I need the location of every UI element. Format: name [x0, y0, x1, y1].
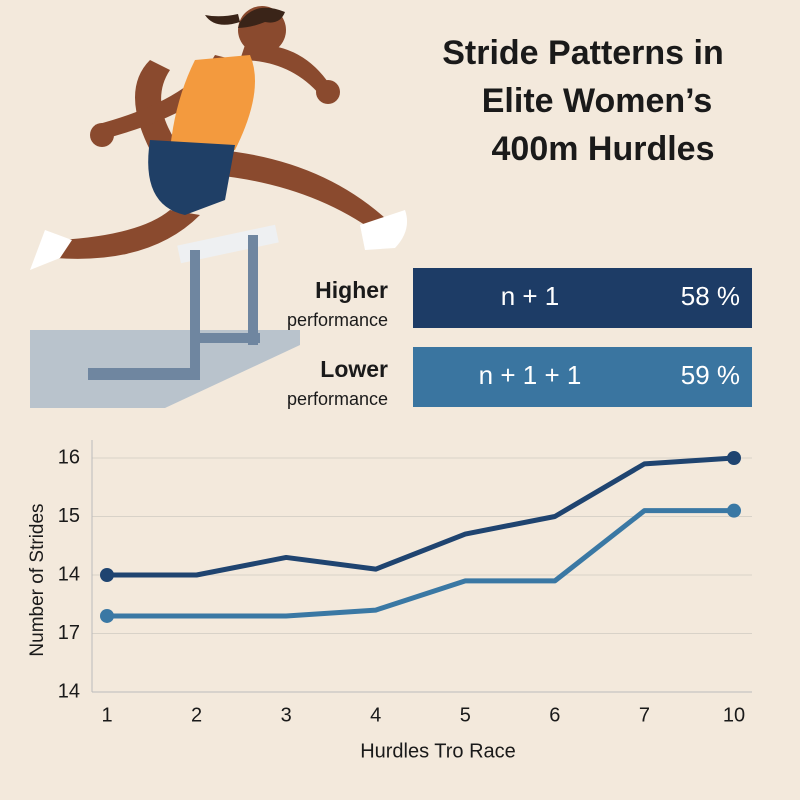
comparison-label: Higher: [315, 277, 388, 303]
comparison-sublabel: performance: [287, 310, 388, 330]
y-tick-label: 14: [58, 680, 80, 702]
y-tick-label: 14: [58, 563, 80, 585]
comparison-bar: [413, 347, 752, 407]
x-tick-label: 5: [460, 704, 471, 726]
x-tick-label: 2: [191, 704, 202, 726]
comparison-share: 58 %: [681, 281, 740, 311]
comparison-pattern: n + 1: [501, 281, 560, 311]
y-tick-label: 16: [58, 446, 80, 468]
end-marker: [100, 568, 114, 582]
y-axis-title: Number of Strides: [27, 503, 48, 656]
y-tick-label: 17: [58, 622, 80, 644]
end-marker: [727, 503, 741, 518]
comparison-share: 59 %: [681, 360, 740, 390]
comparison-sublabel: performance: [287, 389, 388, 409]
x-tick-label: 7: [639, 704, 650, 726]
comparison-label: Lower: [320, 356, 388, 382]
chart: 16 15 14 17 14 1 2 3 4 5 6 7 10 Number of Strides Hurd…: [27, 440, 752, 762]
series-line: [107, 508, 734, 619]
series-line: [107, 455, 735, 578]
end-marker: [100, 608, 114, 623]
x-tick-label: 6: [549, 704, 560, 726]
title-line: Elite Women’s: [482, 82, 713, 120]
x-tick-label: 3: [281, 704, 292, 726]
comparison-bar: [413, 268, 752, 328]
x-tick-label: 1: [101, 704, 112, 726]
end-marker: [727, 451, 741, 465]
x-axis-title: Hurdles Tro Race: [360, 740, 516, 762]
illustration: [30, 6, 408, 408]
x-tick-label: 4: [370, 704, 381, 726]
title-line: 400m Hurdles: [492, 130, 715, 168]
comparison-pattern: n + 1 + 1: [479, 360, 582, 390]
y-tick-label: 15: [58, 505, 80, 527]
title-line: Stride Patterns in: [442, 34, 724, 72]
x-tick-label: 10: [723, 704, 745, 726]
comparison: Higher performance n + 1 58 % Lower performan…: [287, 268, 752, 409]
